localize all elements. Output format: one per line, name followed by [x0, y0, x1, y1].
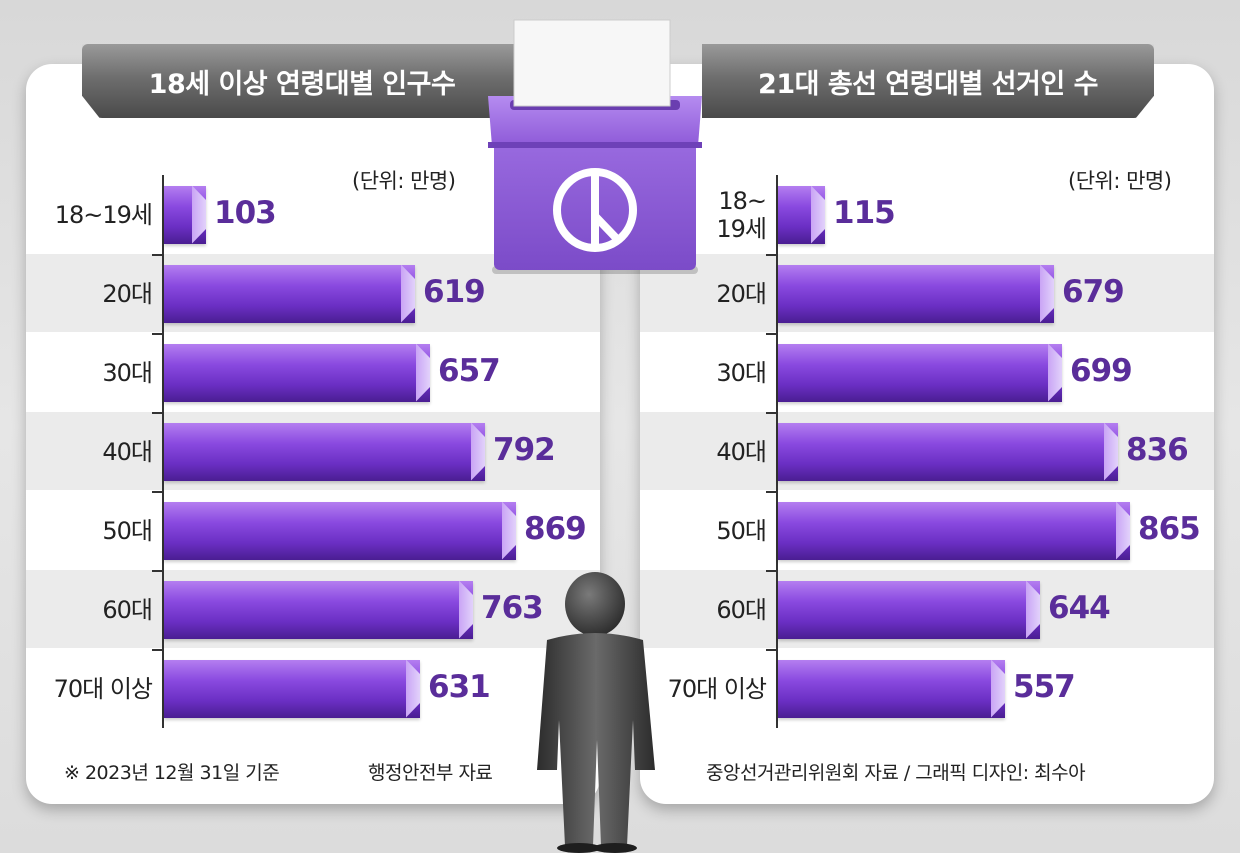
- bar: [778, 659, 1005, 718]
- right-chart-title: 21대 총선 연령대별 선거인 수: [702, 44, 1154, 118]
- axis-tick: [152, 333, 162, 335]
- value-label: 644: [1048, 589, 1111, 626]
- category-label: 70대 이상: [53, 674, 153, 703]
- bar: [164, 343, 430, 402]
- category-label: 40대: [716, 437, 767, 466]
- left-footnote: ※ 2023년 12월 31일 기준: [64, 762, 280, 784]
- axis-tick: [766, 412, 776, 414]
- category-label: 30대: [716, 358, 767, 387]
- bar: [778, 580, 1040, 639]
- ballot-box-icon: [488, 19, 702, 274]
- person-icon: [537, 572, 655, 853]
- axis-tick: [152, 412, 162, 414]
- value-label: 657: [438, 352, 501, 389]
- axis-tick: [152, 570, 162, 572]
- category-label: 50대: [716, 516, 767, 545]
- category-label: 30대: [102, 358, 153, 387]
- bar: [778, 501, 1130, 560]
- value-label: 557: [1013, 668, 1076, 705]
- value-label: 679: [1062, 273, 1125, 310]
- value-label: 869: [524, 510, 587, 547]
- value-label: 865: [1138, 510, 1201, 547]
- bar: [778, 343, 1062, 402]
- y-axis-line: [776, 175, 778, 728]
- category-label: 70대 이상: [667, 674, 767, 703]
- axis-tick: [152, 254, 162, 256]
- axis-tick: [766, 570, 776, 572]
- bar: [164, 580, 473, 639]
- left-chart-title: 18세 이상 연령대별 인구수: [82, 44, 522, 118]
- bar: [778, 422, 1118, 481]
- bar: [164, 264, 415, 323]
- category-label: 40대: [102, 437, 153, 466]
- value-label: 631: [428, 668, 491, 705]
- y-axis-line: [162, 175, 164, 728]
- category-label-wrapped: 18~ 19세: [716, 186, 767, 243]
- bar: [164, 501, 516, 560]
- bar: [164, 659, 420, 718]
- axis-tick: [766, 254, 776, 256]
- value-label: 115: [833, 194, 896, 231]
- right-unit-label: (단위: 만명): [1068, 169, 1172, 193]
- category-label: 20대: [102, 279, 153, 308]
- category-label: 18~19세: [54, 200, 153, 229]
- value-label: 103: [214, 194, 277, 231]
- axis-tick: [152, 649, 162, 651]
- category-label: 50대: [102, 516, 153, 545]
- category-label: 20대: [716, 279, 767, 308]
- axis-tick: [152, 491, 162, 493]
- axis-tick: [766, 649, 776, 651]
- value-label: 619: [423, 273, 486, 310]
- value-label: 699: [1070, 352, 1133, 389]
- left-unit-label: (단위: 만명): [352, 169, 456, 193]
- category-label: 60대: [102, 595, 153, 624]
- axis-tick: [766, 333, 776, 335]
- right-source: 중앙선거관리위원회 자료 / 그래픽 디자인: 최수아: [706, 762, 1086, 784]
- value-label: 763: [481, 589, 544, 626]
- bar: [164, 185, 206, 244]
- bar: [778, 185, 825, 244]
- axis-tick: [766, 491, 776, 493]
- value-label: 836: [1126, 431, 1189, 468]
- value-label: 792: [493, 431, 556, 468]
- category-label: 60대: [716, 595, 767, 624]
- left-source: 행정안전부 자료: [368, 762, 493, 784]
- bar: [164, 422, 485, 481]
- bar: [778, 264, 1054, 323]
